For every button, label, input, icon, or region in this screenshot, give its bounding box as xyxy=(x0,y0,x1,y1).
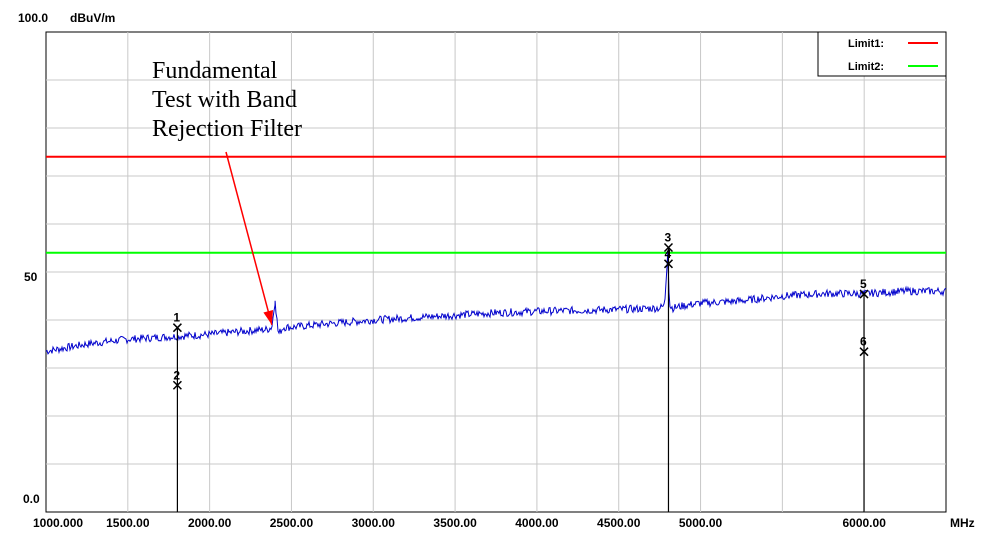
marker-1: 1 xyxy=(172,311,182,333)
x-tick-label: 1500.00 xyxy=(106,516,150,530)
marker-label: 3 xyxy=(664,231,671,245)
marker-3: 3 xyxy=(663,231,674,253)
markers: 1 2 3 4 5 6 xyxy=(172,231,869,512)
x-tick-label: 4000.00 xyxy=(515,516,559,530)
marker-4: 4 xyxy=(663,247,674,269)
grid-lines xyxy=(46,32,946,512)
annotation: Fundamental Test with Band Rejection Fil… xyxy=(152,58,302,325)
x-tick-label: 1000.000 xyxy=(33,516,83,530)
marker-cross-b xyxy=(859,347,869,357)
legend-limit1-label: Limit1: xyxy=(848,38,884,50)
y-mid-tick-label: 50 xyxy=(24,270,38,284)
marker-cross-b xyxy=(663,242,674,253)
marker-cross-b xyxy=(172,380,182,390)
marker-5: 5 xyxy=(859,277,869,299)
marker-label: 6 xyxy=(860,335,867,349)
annotation-line-2: Test with Band xyxy=(152,87,297,113)
legend-box xyxy=(817,31,947,77)
marker-label: 5 xyxy=(860,277,867,291)
y-bottom-tick-label: 0.0 xyxy=(23,492,40,506)
marker-label: 4 xyxy=(664,247,671,261)
marker-cross-b xyxy=(663,259,674,269)
series-traces xyxy=(45,250,947,355)
series-trace-1 xyxy=(45,250,947,355)
x-axis-unit-label: MHz xyxy=(950,516,975,530)
x-tick-label: 2500.00 xyxy=(270,516,314,530)
legend: Limit1: Limit2: xyxy=(817,31,947,77)
x-tick-label: 3500.00 xyxy=(433,516,477,530)
x-tick-labels: 1000.000 1500.00 2000.00 2500.00 3000.00 3500… xyxy=(33,516,886,530)
x-tick-label: 6000.00 xyxy=(842,516,886,530)
annotation-line-3: Rejection Filter xyxy=(152,116,302,142)
marker-label: 1 xyxy=(173,311,180,325)
marker-cross-b xyxy=(172,323,182,333)
x-tick-label: 5000.00 xyxy=(679,516,723,530)
marker-2: 2 xyxy=(172,368,182,390)
annotation-arrow-line xyxy=(225,151,273,325)
y-top-tick-label: 100.0 xyxy=(18,11,48,25)
legend-limit2-label: Limit2: xyxy=(848,61,884,73)
x-tick-label: 3000.00 xyxy=(352,516,396,530)
y-axis-unit-label: dBuV/m xyxy=(70,11,115,25)
marker-6: 6 xyxy=(859,335,869,357)
annotation-arrow-head xyxy=(263,309,274,325)
x-tick-label: 2000.00 xyxy=(188,516,232,530)
annotation-line-1: Fundamental xyxy=(152,58,278,84)
x-tick-label: 4500.00 xyxy=(597,516,641,530)
marker-cross-b xyxy=(859,289,869,299)
marker-label: 2 xyxy=(173,368,180,382)
limit-lines xyxy=(46,155,946,254)
